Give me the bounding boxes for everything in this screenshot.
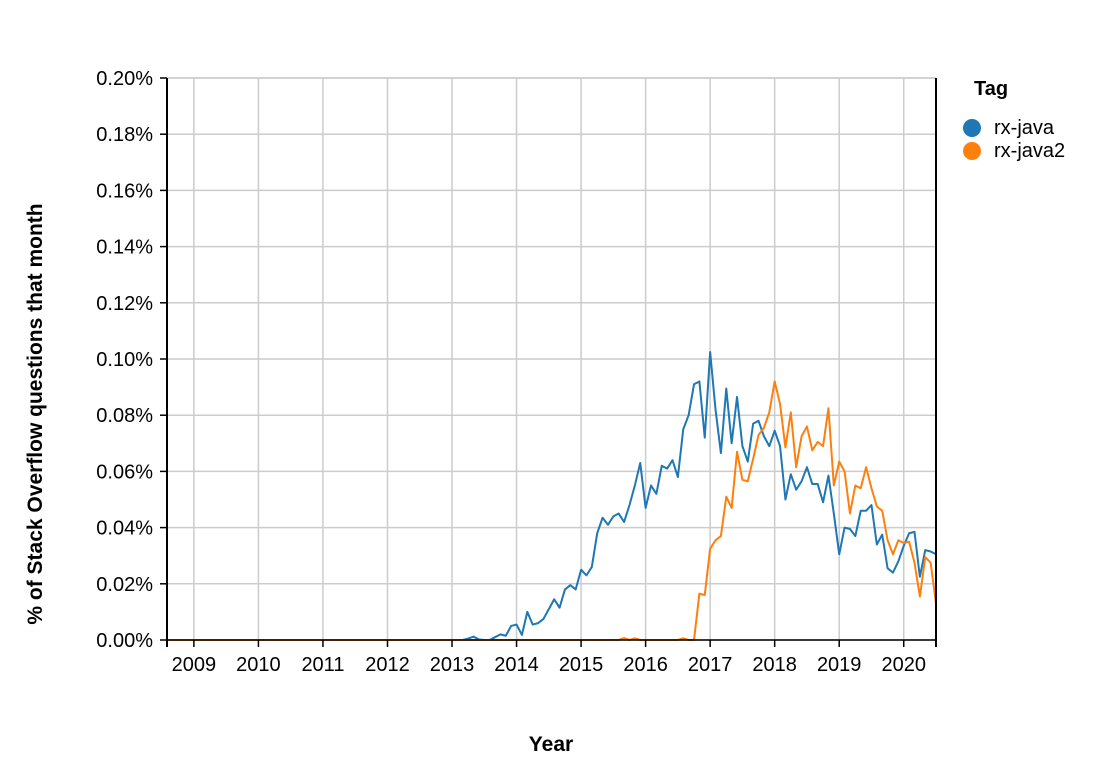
x-tick-label: 2013 (430, 654, 475, 676)
x-tick-label: 2019 (817, 654, 862, 676)
y-tick-label: 0.14% (96, 237, 153, 259)
y-tick-label: 0.16% (96, 180, 153, 202)
legend-label-rx-java: rx-java (994, 117, 1055, 139)
x-tick-label: 2018 (752, 654, 797, 676)
y-tick-label: 0.06% (96, 461, 153, 483)
y-axis-title: % of Stack Overflow questions that month (24, 203, 47, 624)
x-tick-label: 2017 (688, 654, 733, 676)
y-tick-label: 0.18% (96, 124, 153, 146)
y-tick-label: 0.10% (96, 349, 153, 371)
x-tick-label: 2015 (559, 654, 604, 676)
x-tick-label: 2014 (494, 654, 539, 676)
y-tick-label: 0.04% (96, 518, 153, 540)
x-tick-label: 2016 (623, 654, 668, 676)
legend: Tag rx-java rx-java2 (963, 78, 1065, 162)
tick-labels: 0.00% 0.02% 0.04% 0.06% 0.08% 0.10% 0.12% 0.14%… (96, 68, 926, 676)
legend-title: Tag (974, 78, 1008, 100)
axes (160, 77, 937, 647)
y-tick-label: 0.00% (96, 630, 153, 652)
y-tick-label: 0.20% (96, 68, 153, 90)
x-tick-label: 2009 (172, 654, 217, 676)
y-tick-label: 0.12% (96, 293, 153, 315)
y-tick-label: 0.08% (96, 405, 153, 427)
series-line-rx-java (167, 350, 937, 641)
legend-swatch-rx-java (963, 119, 981, 137)
series-line-rx-java2 (167, 380, 937, 641)
gridlines (167, 77, 936, 641)
x-tick-label: 2012 (365, 654, 410, 676)
series-lines (167, 350, 937, 641)
x-tick-label: 2011 (301, 654, 344, 676)
x-axis-title: Year (529, 733, 573, 756)
legend-swatch-rx-java2 (963, 142, 981, 160)
x-tick-label: 2020 (881, 654, 926, 676)
y-tick-label: 0.02% (96, 574, 153, 596)
x-tick-label: 2010 (236, 654, 281, 676)
legend-label-rx-java2: rx-java2 (994, 140, 1065, 162)
